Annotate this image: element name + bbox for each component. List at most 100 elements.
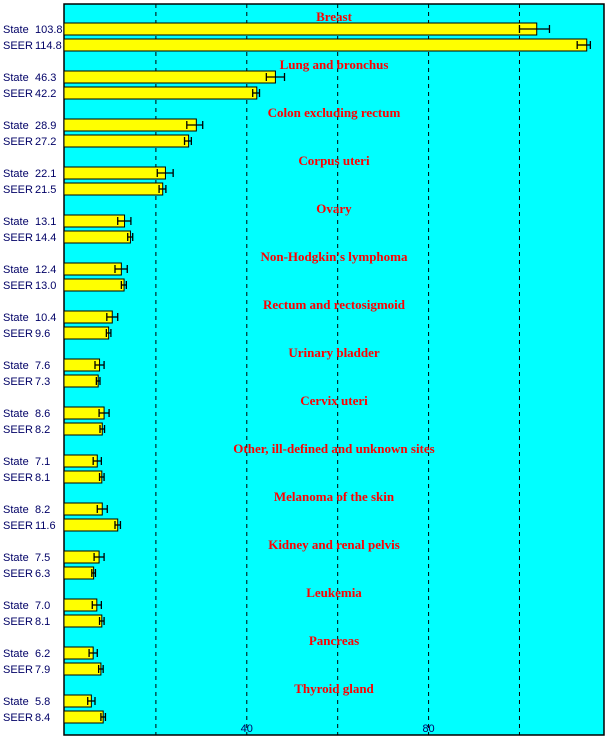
state-label: State <box>3 552 29 564</box>
seer-label: SEER <box>3 40 33 52</box>
seer-value: 7.9 <box>35 664 50 676</box>
state-value: 7.0 <box>35 600 50 612</box>
state-bar <box>63 406 105 420</box>
category-title: Lung and bronchus <box>280 57 389 72</box>
seer-value: 13.0 <box>35 280 56 292</box>
state-value: 7.1 <box>35 456 50 468</box>
category-title: Cervix uteri <box>300 393 368 408</box>
state-bar <box>63 70 276 84</box>
seer-label: SEER <box>3 616 33 628</box>
seer-label: SEER <box>3 472 33 484</box>
seer-bar <box>63 374 99 388</box>
category-title: Melanoma of the skin <box>274 489 395 504</box>
category-title: Non-Hodgkin's lymphoma <box>260 249 408 264</box>
state-value: 28.9 <box>35 120 56 132</box>
seer-label: SEER <box>3 664 33 676</box>
seer-bar <box>63 422 103 436</box>
seer-bar <box>63 134 190 148</box>
state-label: State <box>3 24 29 36</box>
seer-label: SEER <box>3 424 33 436</box>
state-bar <box>63 454 98 468</box>
state-value: 8.6 <box>35 408 50 420</box>
x-tick-label: 80 <box>422 723 434 735</box>
state-label: State <box>3 648 29 660</box>
seer-bar <box>63 230 131 244</box>
category-title: Thyroid gland <box>294 681 374 696</box>
state-value: 5.8 <box>35 696 50 708</box>
seer-label: SEER <box>3 376 33 388</box>
category-title: Leukemia <box>306 585 362 600</box>
state-value: 8.2 <box>35 504 50 516</box>
seer-label: SEER <box>3 520 33 532</box>
category-title: Colon excluding rectum <box>268 105 401 120</box>
seer-bar <box>63 614 103 628</box>
state-label: State <box>3 456 29 468</box>
state-value: 7.6 <box>35 360 50 372</box>
seer-label: SEER <box>3 328 33 340</box>
category-title: Other, ill-defined and unknown sites <box>233 441 434 456</box>
seer-value: 9.6 <box>35 328 50 340</box>
state-label: State <box>3 696 29 708</box>
seer-label: SEER <box>3 568 33 580</box>
state-value: 22.1 <box>35 168 56 180</box>
state-bar <box>63 310 113 324</box>
state-value: 13.1 <box>35 216 56 228</box>
seer-label: SEER <box>3 712 33 724</box>
seer-value: 14.4 <box>35 232 56 244</box>
seer-value: 42.2 <box>35 88 56 100</box>
seer-value: 27.2 <box>35 136 56 148</box>
seer-label: SEER <box>3 184 33 196</box>
state-label: State <box>3 216 29 228</box>
seer-label: SEER <box>3 136 33 148</box>
seer-value: 8.1 <box>35 616 50 628</box>
category-title: Ovary <box>316 201 352 216</box>
seer-bar <box>63 326 110 340</box>
state-value: 6.2 <box>35 648 50 660</box>
state-bar <box>63 262 122 276</box>
category-title: Breast <box>316 9 353 24</box>
x-tick-label: 40 <box>241 723 253 735</box>
state-bar <box>63 166 166 180</box>
seer-value: 114.8 <box>35 40 62 52</box>
state-label: State <box>3 72 29 84</box>
seer-bar <box>63 710 104 724</box>
state-value: 46.3 <box>35 72 56 84</box>
category-title: Urinary bladder <box>288 345 380 360</box>
state-label: State <box>3 600 29 612</box>
seer-bar <box>63 278 125 292</box>
category-title: Pancreas <box>309 633 359 648</box>
state-bar <box>63 358 101 372</box>
state-bar <box>63 502 103 516</box>
seer-value: 8.4 <box>35 712 50 724</box>
seer-value: 21.5 <box>35 184 56 196</box>
state-value: 7.5 <box>35 552 50 564</box>
seer-value: 8.2 <box>35 424 50 436</box>
seer-bar <box>63 518 119 532</box>
seer-bar <box>63 182 164 196</box>
seer-bar <box>63 38 588 52</box>
state-value: 103.8 <box>35 24 63 36</box>
category-title: Kidney and renal pelvis <box>268 537 400 552</box>
seer-label: SEER <box>3 88 33 100</box>
state-label: State <box>3 168 29 180</box>
seer-value: 8.1 <box>35 472 50 484</box>
seer-bar <box>63 470 103 484</box>
state-label: State <box>3 312 29 324</box>
seer-bar <box>63 566 95 580</box>
state-label: State <box>3 360 29 372</box>
seer-label: SEER <box>3 232 33 244</box>
seer-bar <box>63 662 102 676</box>
state-value: 10.4 <box>35 312 56 324</box>
state-label: State <box>3 504 29 516</box>
seer-label: SEER <box>3 280 33 292</box>
category-title: Rectum and rectosigmoid <box>263 297 406 312</box>
seer-bar <box>63 86 258 100</box>
state-label: State <box>3 120 29 132</box>
state-bar <box>63 22 538 36</box>
seer-value: 11.6 <box>35 520 56 532</box>
state-bar <box>63 118 197 132</box>
seer-value: 6.3 <box>35 568 50 580</box>
state-label: State <box>3 264 29 276</box>
state-bar <box>63 214 126 228</box>
